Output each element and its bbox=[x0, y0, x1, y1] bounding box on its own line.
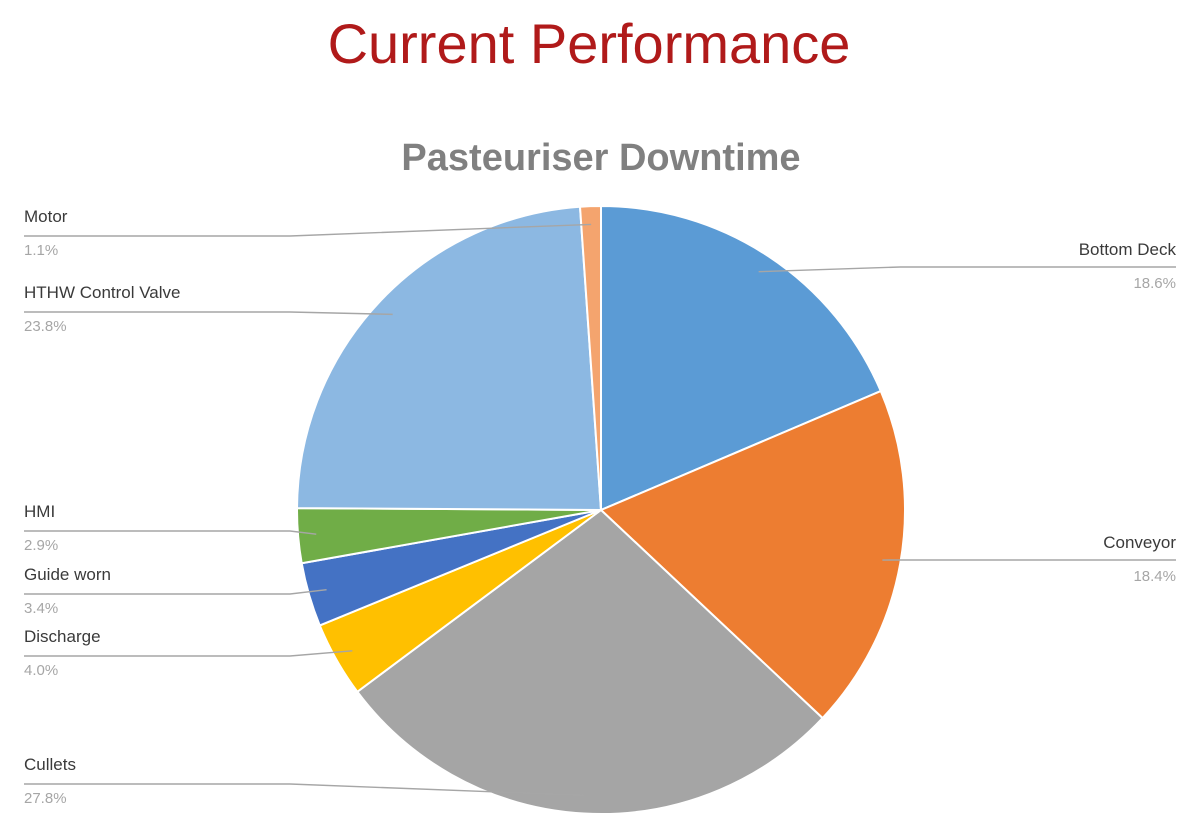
value-conveyor: 18.4% bbox=[1133, 568, 1176, 585]
value-cullets: 27.8% bbox=[24, 790, 67, 807]
label-conveyor: Conveyor bbox=[1103, 533, 1176, 552]
leader-line-guide-worn bbox=[24, 589, 327, 595]
label-motor: Motor bbox=[24, 207, 68, 226]
label-hthw-control-valve: HTHW Control Valve bbox=[24, 283, 181, 302]
label-hmi: HMI bbox=[24, 502, 55, 521]
label-guide-worn: Guide worn bbox=[24, 565, 111, 584]
leader-line-hmi bbox=[24, 530, 317, 535]
value-motor: 1.1% bbox=[24, 242, 58, 259]
label-bottom-deck: Bottom Deck bbox=[1079, 240, 1177, 259]
slide-title: Current Performance bbox=[327, 12, 851, 75]
pie-labels: Bottom Deck 18.6% Conveyor 18.4% Cullets 27.8… bbox=[24, 207, 1176, 807]
value-hmi: 2.9% bbox=[24, 537, 58, 554]
label-cullets: Cullets bbox=[24, 755, 76, 774]
value-hthw-control-valve: 23.8% bbox=[24, 318, 67, 335]
slice-hthw-control-valve bbox=[295, 205, 603, 512]
value-discharge: 4.0% bbox=[24, 662, 58, 679]
leader-line-cullets bbox=[24, 783, 585, 797]
slice-motor bbox=[578, 204, 602, 511]
leader-line-bottom-deck bbox=[758, 266, 1176, 273]
leader-line-motor bbox=[24, 223, 592, 237]
value-bottom-deck: 18.6% bbox=[1133, 275, 1176, 292]
label-discharge: Discharge bbox=[24, 627, 101, 646]
chart-title: Pasteuriser Downtime bbox=[401, 137, 800, 179]
leader-line-discharge bbox=[24, 650, 353, 657]
leader-line-hthw-control-valve bbox=[24, 311, 393, 316]
slice-bottom-deck bbox=[600, 204, 883, 512]
slice-cullets bbox=[355, 508, 825, 815]
value-guide-worn: 3.4% bbox=[24, 600, 58, 617]
pie-slices bbox=[295, 204, 906, 815]
slice-conveyor bbox=[599, 389, 906, 720]
